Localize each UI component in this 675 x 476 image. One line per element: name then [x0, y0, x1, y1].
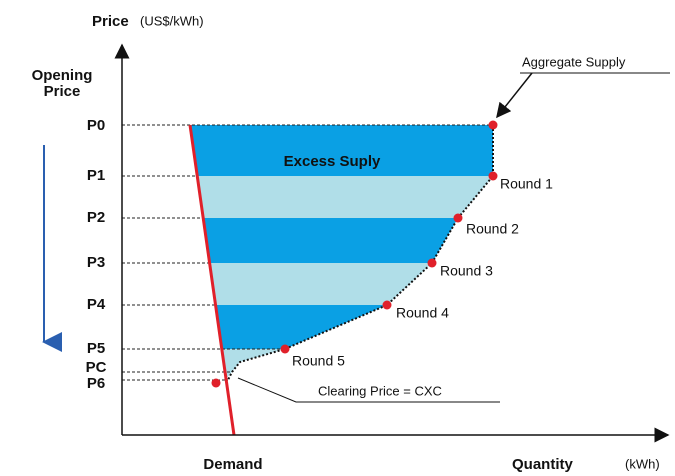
price-level: P1: [87, 167, 105, 184]
callout-arrow: [496, 72, 533, 119]
x-axis-label: Quantity: [512, 456, 573, 473]
price-level: P4: [87, 296, 106, 313]
demand-label: Demand: [203, 456, 262, 473]
y-axis-label: Price: [92, 13, 129, 30]
opening-label: Price: [44, 83, 81, 100]
price-level: P6: [87, 375, 105, 392]
round-label: Round 5: [292, 353, 345, 369]
price-level: P5: [87, 340, 105, 357]
round-points: [211, 120, 498, 388]
price-level: P0: [87, 117, 105, 134]
round-label: Round 2: [466, 221, 519, 237]
clearing-label: Clearing Price = CXC: [318, 383, 442, 398]
callout-line: [237, 377, 500, 403]
opening-label: Opening: [32, 67, 93, 84]
region-label: Excess Suply: [284, 153, 381, 170]
price-level: P3: [87, 254, 105, 271]
demand-line: [188, 124, 236, 436]
price-guides: [122, 124, 493, 381]
y-axis-unit: (US$/kWh): [140, 13, 204, 28]
round-label: Round 4: [396, 305, 449, 321]
price-level: P2: [87, 209, 105, 226]
round-label: Round 1: [500, 176, 553, 192]
x-axis-unit: (kWh): [625, 456, 660, 471]
supply-curve: [227, 125, 494, 381]
round-label: Round 3: [440, 263, 493, 279]
price-level: PC: [86, 359, 107, 376]
aggregate-supply-label: Aggregate Supply: [522, 54, 626, 69]
